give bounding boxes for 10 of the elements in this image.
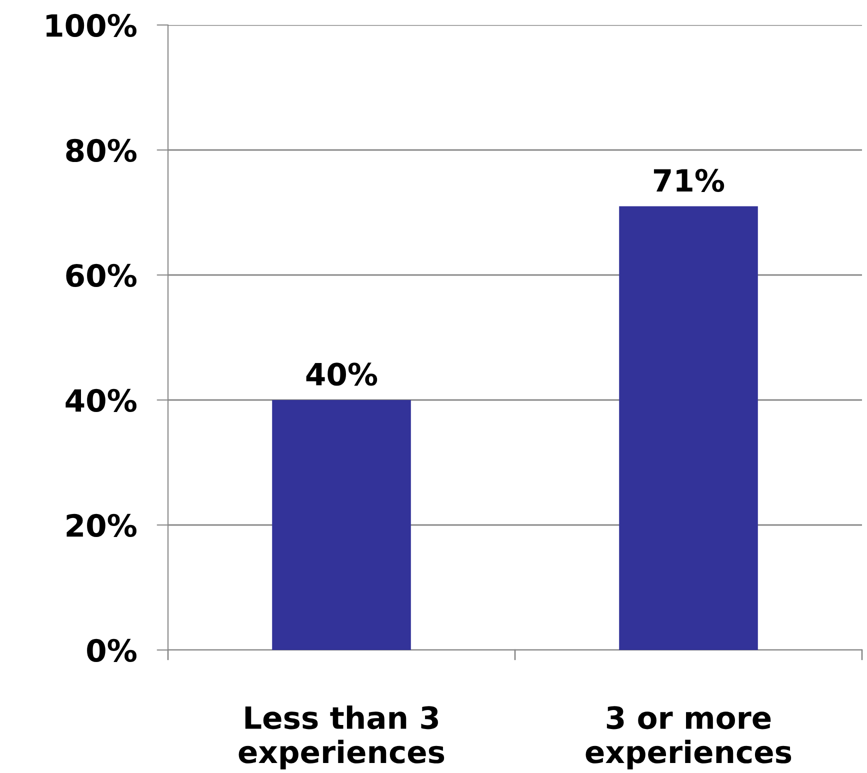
y-tick-label: 20% xyxy=(66,514,136,538)
y-tick-label: 100% xyxy=(46,14,136,38)
y-tick-label: 0% xyxy=(87,638,136,662)
x-tick-label: Less than 3 experiences xyxy=(238,706,444,770)
x-tick-label: 3 or more experiences xyxy=(586,706,792,770)
data-label: 40% xyxy=(306,362,378,386)
y-tick-label: 80% xyxy=(66,138,136,162)
data-label: 71% xyxy=(654,168,724,192)
y-tick-label: 60% xyxy=(66,264,136,288)
y-tick-label: 40% xyxy=(66,388,136,412)
